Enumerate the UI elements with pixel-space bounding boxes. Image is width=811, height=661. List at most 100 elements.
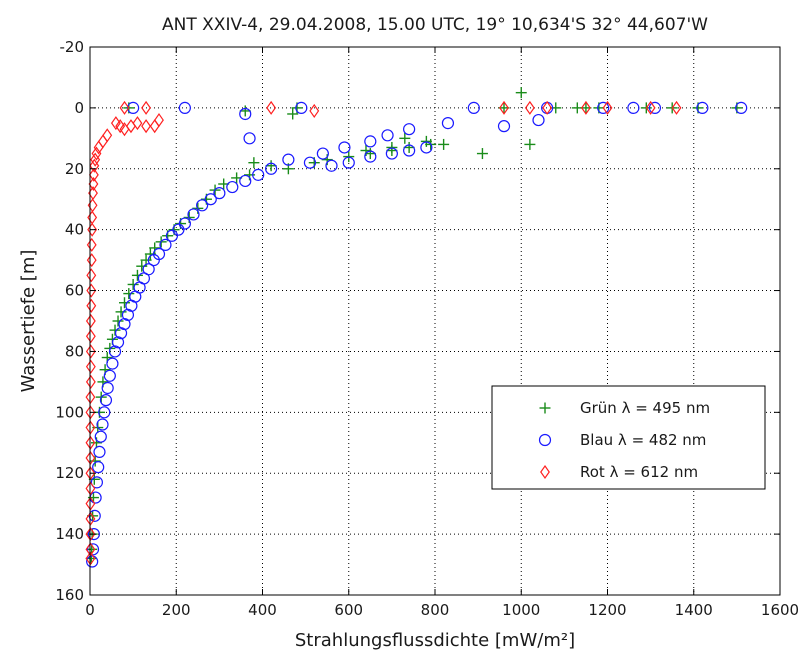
data-point (90, 152, 101, 167)
data-point (381, 129, 394, 142)
data-point (497, 120, 511, 133)
data-point (597, 101, 610, 114)
data-point (110, 116, 121, 131)
data-point (147, 254, 160, 267)
x-tick-label: 800 (421, 601, 450, 619)
data-point (86, 237, 97, 252)
data-point (243, 132, 256, 145)
data-point (88, 167, 99, 182)
data-point (196, 199, 209, 212)
legend: Grün λ = 495 nm Blau λ = 482 nm Rot λ = 61… (491, 385, 766, 490)
data-point (108, 345, 122, 358)
data-point (309, 103, 320, 118)
legend-label-2: Blau λ = 482 nm (580, 431, 706, 449)
x-tick-labels: 0 200 400 600 800 1000 1200 1400 1600 (85, 601, 799, 619)
data-point (106, 357, 119, 370)
data-point (645, 100, 656, 115)
data-point (119, 122, 130, 137)
data-point (282, 153, 295, 166)
data-point (90, 476, 104, 489)
data-point (499, 100, 509, 115)
data-point (85, 359, 96, 374)
y-tick-label: -20 (60, 38, 85, 56)
data-point (98, 406, 111, 419)
data-point (91, 146, 102, 161)
y-tick-label: 100 (55, 403, 84, 421)
x-tick-label: 0 (85, 601, 95, 619)
data-point (88, 176, 99, 192)
x-tick-label: 1200 (588, 601, 626, 619)
y-tick-label: 160 (55, 586, 84, 604)
data-point (441, 117, 455, 130)
legend-label-3: Rot λ = 612 nm (580, 463, 698, 481)
data-point (86, 268, 97, 283)
y-tick-label: 40 (65, 221, 84, 239)
data-point (92, 461, 105, 474)
data-point (165, 229, 179, 242)
data-point (119, 297, 130, 309)
y-axis-label: Wassertiefe [m] (18, 250, 39, 393)
data-point (386, 145, 398, 157)
data-point (111, 336, 125, 349)
data-point (85, 329, 96, 344)
data-point (239, 107, 252, 121)
data-point (87, 528, 100, 541)
data-point (403, 144, 416, 157)
legend-marker-3 (540, 464, 550, 480)
data-point (239, 105, 251, 117)
data-point (86, 253, 97, 268)
data-point (86, 543, 100, 556)
data-point (96, 418, 109, 431)
data-point (114, 327, 128, 340)
data-point (112, 315, 124, 327)
data-point (132, 116, 143, 131)
axes-frame (90, 47, 780, 595)
data-point (131, 269, 143, 281)
data-point (94, 430, 107, 443)
data-point (735, 101, 748, 114)
x-tick-label: 1000 (502, 601, 540, 619)
data-point (266, 100, 277, 115)
data-point (385, 147, 398, 160)
data-point (86, 555, 99, 568)
data-point (316, 147, 329, 160)
tick-marks (89, 46, 781, 596)
data-point (325, 159, 338, 172)
data-point (85, 374, 96, 389)
data-point (364, 148, 376, 160)
data-point (265, 162, 278, 175)
legend-rows: Grün λ = 495 nm Blau λ = 482 nm Rot λ = 61… (538, 399, 710, 481)
data-point (204, 193, 217, 206)
x-tick-label: 400 (248, 601, 277, 619)
data-point (524, 100, 535, 115)
data-point (287, 108, 299, 120)
data-point (89, 455, 101, 467)
chart-title: ANT XXIV-4, 29.04.2008, 15.00 UTC, 19° 1… (162, 15, 708, 35)
data-point (602, 100, 613, 115)
x-tick-label: 200 (162, 601, 191, 619)
x-tick-label: 600 (334, 601, 363, 619)
data-point (159, 238, 172, 251)
y-tick-label: 120 (55, 464, 84, 482)
data-point (239, 174, 252, 188)
data-point (86, 298, 97, 313)
y-tick-label: 20 (65, 160, 84, 178)
x-axis-label: Strahlungsflussdichte [mW/m²] (295, 630, 575, 651)
data-point (187, 208, 200, 221)
data-point (476, 148, 488, 160)
data-point (85, 313, 96, 329)
data-point (89, 158, 100, 173)
data-point (403, 141, 415, 153)
data-point (648, 101, 662, 114)
data-point (87, 222, 98, 237)
x-tick-label: 1600 (761, 601, 799, 619)
plot-area (85, 46, 781, 596)
data-point (364, 135, 377, 148)
data-point (581, 100, 591, 115)
data-point (265, 160, 277, 172)
data-point (420, 141, 433, 154)
data-point (399, 132, 411, 144)
data-point (127, 278, 139, 290)
data-point (467, 101, 480, 114)
grid-lines (90, 47, 780, 595)
